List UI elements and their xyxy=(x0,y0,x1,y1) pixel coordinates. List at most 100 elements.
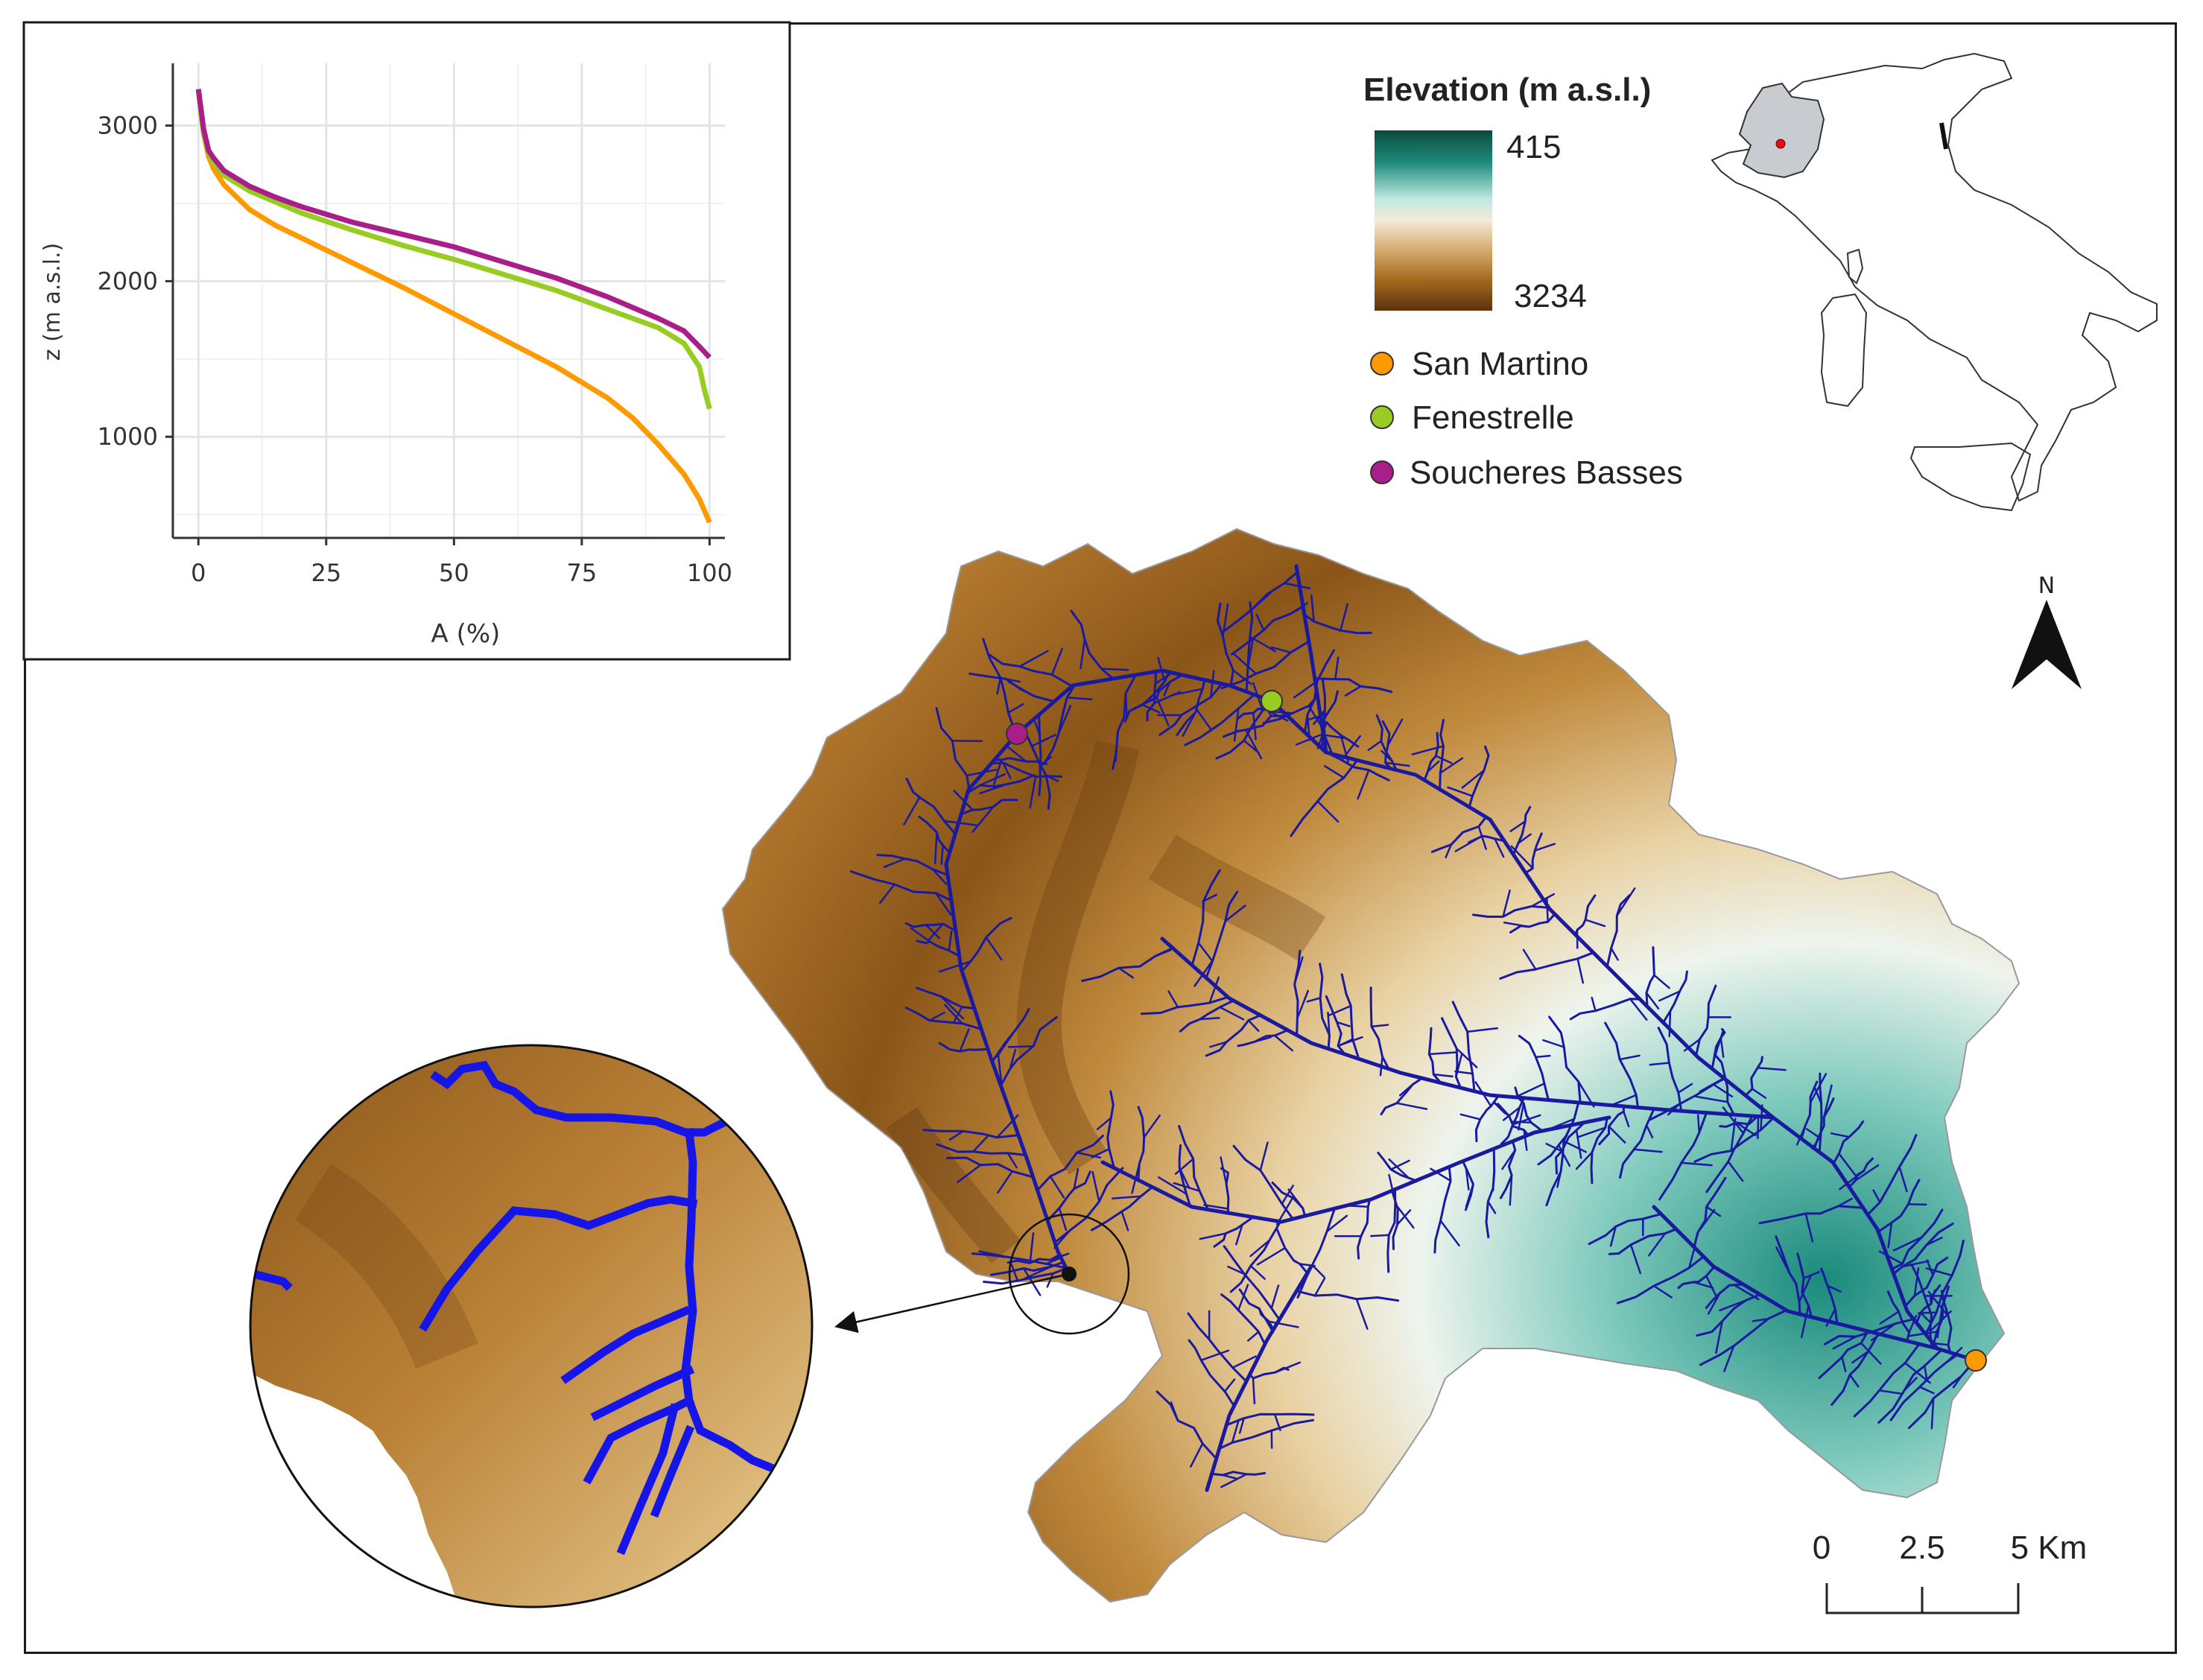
river-tributary xyxy=(1886,1290,1911,1343)
river-tributary xyxy=(1932,1285,1950,1345)
river-headwater xyxy=(1220,1156,1228,1185)
river-headwater xyxy=(1199,1016,1220,1021)
river-tributary xyxy=(988,653,1074,688)
river-headwater xyxy=(1224,904,1246,922)
river-headwater xyxy=(1804,1212,1814,1243)
river-headwater xyxy=(1158,1176,1188,1195)
river-headwater xyxy=(1610,947,1619,961)
river-tributary xyxy=(1036,1135,1104,1192)
legend-label-soucheres-basses: Soucheres Basses xyxy=(1410,454,1683,491)
river-headwater xyxy=(1502,889,1511,918)
river-tributary xyxy=(1619,1107,1655,1179)
legend-label-fenestrelle: Fenestrelle xyxy=(1412,399,1574,436)
river-headwater xyxy=(1872,1189,1881,1203)
river-tributary xyxy=(1123,671,1170,723)
river-headwater xyxy=(1339,1038,1354,1047)
river-headwater xyxy=(1715,1320,1723,1354)
zoom-river-channel xyxy=(250,1269,293,1291)
river-tributary xyxy=(1588,1213,1662,1246)
legend-label-san-martino: San Martino xyxy=(1412,346,1588,382)
river-headwater xyxy=(1719,1299,1747,1312)
x-axis-label: A (%) xyxy=(431,619,501,649)
river-headwater xyxy=(1274,1361,1302,1374)
station-san-martino xyxy=(1965,1349,1987,1372)
river-tributary xyxy=(1499,1140,1517,1199)
river-headwater xyxy=(1557,1144,1571,1167)
river-headwater xyxy=(1367,740,1383,751)
river-headwater xyxy=(1929,1310,1952,1333)
river-headwater xyxy=(1465,1183,1474,1208)
river-headwater xyxy=(1455,1047,1478,1068)
river-headwater xyxy=(1203,1204,1229,1210)
river-tributary xyxy=(1377,1151,1418,1182)
zoom-extent-circle xyxy=(1008,1213,1130,1335)
river-headwater xyxy=(957,1164,982,1183)
river-headwater xyxy=(1616,887,1636,917)
river-headwater xyxy=(1076,1151,1102,1159)
river-headwater xyxy=(1355,1298,1369,1330)
river-tributary xyxy=(1744,1056,1763,1097)
river-headwater xyxy=(1930,1397,1935,1430)
river-headwater xyxy=(952,1006,963,1024)
river-headwater xyxy=(1576,1126,1607,1138)
river-headwater xyxy=(928,922,945,941)
river-headwater xyxy=(1340,603,1348,632)
chart-grid xyxy=(173,63,725,538)
river-tributary xyxy=(990,761,1062,778)
x-tick-label: 50 xyxy=(439,559,469,587)
river-headwater xyxy=(1316,800,1340,823)
river-tributary xyxy=(1303,613,1372,635)
river-headwater xyxy=(943,820,977,826)
series-line-san-martino xyxy=(195,89,712,524)
river-tributary xyxy=(916,939,961,957)
river-headwater xyxy=(1687,1244,1696,1269)
ridge-shading xyxy=(1016,740,1140,1175)
river-headwater xyxy=(1005,678,1021,683)
x-tick-label: 0 xyxy=(191,559,206,587)
river-tributary xyxy=(905,1007,983,1030)
river-headwater xyxy=(1696,1208,1716,1234)
river-headwater xyxy=(1926,1259,1934,1276)
river-headwater xyxy=(1010,1264,1019,1282)
legend-marker-soucheres-basses xyxy=(1370,460,1394,484)
river-headwater xyxy=(1455,1053,1463,1078)
river-headwater xyxy=(1898,1165,1908,1193)
river-tributary xyxy=(916,986,976,1009)
river-headwater xyxy=(1131,1163,1141,1194)
river-headwater xyxy=(1398,1083,1414,1097)
river-tributary xyxy=(1658,1112,1708,1201)
river-headwater xyxy=(928,1011,945,1021)
river-headwater xyxy=(1396,1209,1412,1226)
river-headwater xyxy=(1609,1226,1617,1247)
river-headwater xyxy=(1903,1377,1918,1392)
river-tributary xyxy=(1220,1293,1267,1345)
river-tributary xyxy=(1042,684,1077,766)
river-headwater xyxy=(1908,1314,1918,1334)
river-headwater xyxy=(1952,1375,1963,1389)
river-tributary xyxy=(1693,1116,1775,1163)
river-headwater xyxy=(1798,1275,1812,1303)
river-headwater xyxy=(1394,1202,1415,1229)
river-headwater xyxy=(1918,1386,1935,1395)
river-headwater xyxy=(1009,1048,1017,1071)
river-headwater xyxy=(953,790,974,811)
river-tributary xyxy=(1275,1227,1309,1275)
river-headwater xyxy=(1170,1401,1179,1422)
river-headwater xyxy=(1246,1331,1260,1342)
river-tributary xyxy=(1232,1144,1294,1220)
legend-marker-fenestrelle xyxy=(1370,405,1394,429)
river-headwater xyxy=(1501,1149,1516,1170)
river-headwater xyxy=(1435,755,1453,764)
river-tributary xyxy=(1713,1053,1735,1116)
river-headwater xyxy=(1411,745,1445,755)
river-headwater xyxy=(1154,949,1172,957)
river-tributary xyxy=(1832,1120,1865,1165)
river-headwater xyxy=(1034,720,1041,736)
scale-bar-line xyxy=(1825,1583,2020,1614)
river-headwater xyxy=(1696,1114,1701,1134)
river-headwater xyxy=(1199,1349,1230,1362)
river-headwater xyxy=(1091,1147,1111,1158)
river-headwater xyxy=(1287,1188,1305,1210)
river-tributary xyxy=(983,1267,1068,1285)
river-tributary xyxy=(1524,832,1543,875)
